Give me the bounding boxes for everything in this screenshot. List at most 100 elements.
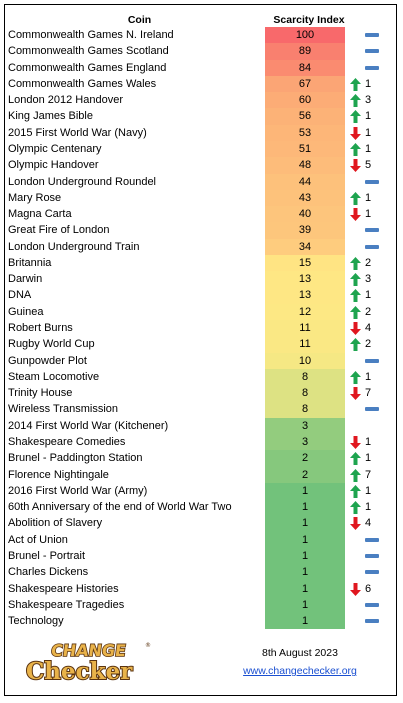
rank-change-value: 2 [365, 256, 372, 269]
scarcity-index-cell: 1 [265, 613, 345, 630]
arrow-up-icon [350, 370, 361, 384]
table-row: London Underground Train 34 [8, 238, 388, 255]
coin-column-header: Coin [127, 14, 152, 26]
scarcity-index-cell: 11 [265, 336, 345, 353]
rank-change: 7 [348, 385, 388, 401]
arrow-up-icon [350, 77, 361, 91]
rank-change: 1 [348, 141, 388, 157]
coin-name: London Underground Roundel [8, 175, 157, 188]
coin-name: London 2012 Handover [8, 94, 123, 107]
scarcity-index-cell: 13 [265, 271, 345, 288]
scarcity-index-cell: 2 [265, 466, 345, 483]
table-row: Commonwealth Games Wales 67 1 [8, 75, 388, 93]
rank-change [348, 60, 388, 76]
coin-name: Olympic Handover [8, 159, 99, 172]
rank-change [348, 401, 388, 417]
website-link[interactable]: www.changechecker.org [243, 665, 357, 677]
rank-change-value: 1 [365, 191, 372, 204]
table-row: Shakespeare Tragedies 1 [8, 596, 388, 614]
coin-name: Shakespeare Tragedies [8, 598, 125, 611]
rank-change-value: 7 [365, 468, 372, 481]
scarcity-index-cell: 34 [265, 238, 345, 255]
scarcity-index-cell: 40 [265, 206, 345, 223]
scarcity-index-cell: 44 [265, 173, 345, 190]
scarcity-index-cell: 67 [265, 75, 345, 93]
table-row: Robert Burns 11 4 [8, 320, 388, 337]
coin-name: Britannia [8, 256, 52, 269]
table-row: Gunpowder Plot 10 [8, 352, 388, 369]
coin-name: Wireless Transmission [8, 403, 119, 416]
table-row: Olympic Centenary 51 1 [8, 140, 388, 158]
table-row: Act of Union 1 [8, 531, 388, 548]
table-row: Brunel - Portrait 1 [8, 547, 388, 565]
coin-name: Commonwealth Games N. Ireland [8, 29, 174, 41]
coin-name: Magna Carta [8, 208, 72, 221]
scarcity-index-cell: 48 [265, 157, 345, 174]
scarcity-index-cell: 60 [265, 92, 345, 109]
scarcity-index-cell: 3 [265, 434, 345, 451]
table-row: 2014 First World War (Kitchener) 3 [8, 417, 388, 435]
no-change-dash-icon [365, 553, 379, 558]
no-change-dash-icon [365, 49, 379, 54]
arrow-down-icon [350, 387, 361, 401]
coin-name: King James Bible [8, 110, 93, 123]
coin-name: Brunel - Portrait [8, 549, 86, 562]
scarcity-index-cell: 89 [265, 43, 345, 60]
table-row: Steam Locomotive 8 1 [8, 368, 388, 386]
coin-name: Commonwealth Games Scotland [8, 45, 169, 58]
arrow-up-icon [350, 468, 361, 482]
table-row: Wireless Transmission 8 [8, 401, 388, 418]
table-row: Mary Rose 43 1 [8, 189, 388, 207]
scarcity-index-cell: 1 [265, 564, 345, 581]
scarcity-index-cell: 8 [265, 401, 345, 418]
rank-change: 7 [348, 467, 388, 483]
table-row: Commonwealth Games Scotland 89 [8, 43, 388, 60]
no-change-dash-icon [365, 179, 379, 184]
scarcity-index-cell: 100 [265, 27, 345, 44]
table-row: London Underground Roundel 44 [8, 173, 388, 190]
rank-change-value: 6 [365, 582, 372, 595]
scarcity-index-cell: 8 [265, 385, 345, 402]
rank-change-value: 1 [365, 208, 372, 221]
coin-name: 2015 First World War (Navy) [8, 126, 147, 139]
rank-change [348, 418, 388, 434]
arrow-up-icon [350, 142, 361, 156]
rank-change: 1 [348, 499, 388, 515]
coin-name: Robert Burns [8, 322, 73, 335]
rank-change: 1 [348, 108, 388, 124]
no-change-dash-icon [365, 244, 379, 249]
rank-change-value: 2 [365, 305, 372, 318]
scarcity-index-cell: 1 [265, 596, 345, 614]
coin-name: Steam Locomotive [8, 370, 100, 383]
coin-name: 2014 First World War (Kitchener) [8, 419, 169, 432]
table-row: Brunel - Paddington Station 2 1 [8, 450, 388, 467]
rank-change-value: 1 [365, 126, 372, 139]
rank-change [348, 222, 388, 238]
rank-change-value: 1 [365, 501, 372, 514]
no-change-dash-icon [365, 602, 379, 607]
scarcity-index-cell: 1 [265, 580, 345, 597]
coin-name: Gunpowder Plot [8, 354, 87, 367]
scarcity-index-column-header: Scarcity Index [273, 14, 345, 26]
table-row: Technology 1 [8, 613, 388, 630]
rank-change [348, 174, 388, 190]
arrow-down-icon [350, 436, 361, 449]
table-row: Commonwealth Games N. Ireland 100 [8, 27, 388, 44]
scarcity-index-cell: 15 [265, 254, 345, 272]
table-row: Olympic Handover 48 5 [8, 157, 388, 174]
rank-change [348, 43, 388, 59]
rank-change-value: 3 [365, 273, 372, 286]
scarcity-index-cell: 1 [265, 515, 345, 532]
logo-text-change: CHANGE [50, 641, 128, 660]
table-row: Charles Dickens 1 [8, 564, 388, 581]
coin-name: Rugby World Cup [8, 338, 95, 351]
arrow-up-icon [350, 191, 361, 205]
scarcity-index-cell: 12 [265, 303, 345, 321]
rank-change-value: 4 [365, 322, 372, 335]
scarcity-index-cell: 1 [265, 547, 345, 565]
rank-change-value: 1 [365, 436, 372, 448]
arrow-up-icon [350, 501, 361, 515]
rank-change: 1 [348, 434, 388, 450]
table-row: DNA 13 1 [8, 287, 388, 304]
table-row: London 2012 Handover 60 3 [8, 92, 388, 109]
